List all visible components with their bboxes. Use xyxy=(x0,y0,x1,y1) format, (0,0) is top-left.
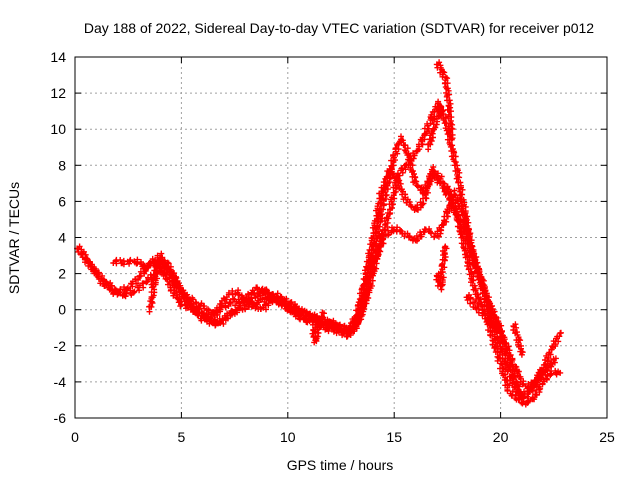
extra-track-5 xyxy=(425,104,446,153)
extra-track-4 xyxy=(309,309,327,346)
y-tick-label: 10 xyxy=(50,121,66,137)
extra-track-1 xyxy=(433,59,456,142)
y-tick-label: 6 xyxy=(58,193,66,209)
series-track-3 xyxy=(110,187,559,393)
y-tick-label: -4 xyxy=(54,374,67,390)
chart-title: Day 188 of 2022, Sidereal Day-to-day VTE… xyxy=(84,20,594,36)
x-tick-label: 0 xyxy=(71,429,79,445)
x-tick-label: 25 xyxy=(599,429,615,445)
y-tick-label: 14 xyxy=(50,49,66,65)
y-tick-label: -2 xyxy=(54,338,67,354)
y-tick-label: 12 xyxy=(50,85,66,101)
y-tick-label: 2 xyxy=(58,266,66,282)
grid-lines xyxy=(75,57,607,418)
axis-ticks xyxy=(74,56,608,419)
x-tick-label: 10 xyxy=(280,429,296,445)
extra-track-2 xyxy=(433,243,450,293)
series-track-4 xyxy=(148,164,555,401)
y-tick-label: 0 xyxy=(58,302,66,318)
y-tick-label: 4 xyxy=(58,230,66,246)
x-tick-label: 20 xyxy=(493,429,509,445)
extra-track-3 xyxy=(146,270,160,315)
extra-track-7 xyxy=(510,321,526,358)
y-tick-label: 8 xyxy=(58,157,66,173)
series-track-2 xyxy=(78,98,564,408)
tick-labels: 0 5 10 15 20 25 -6 -4 -2 0 2 4 6 8 10 12 14 xyxy=(50,49,615,445)
x-tick-label: 5 xyxy=(178,429,186,445)
extra-track-6 xyxy=(463,292,500,331)
y-tick-label: -6 xyxy=(54,410,67,426)
data-points xyxy=(74,59,564,408)
x-axis-label: GPS time / hours xyxy=(287,457,394,473)
x-tick-label: 15 xyxy=(386,429,402,445)
y-axis-label: SDTVAR / TECUs xyxy=(6,182,22,294)
